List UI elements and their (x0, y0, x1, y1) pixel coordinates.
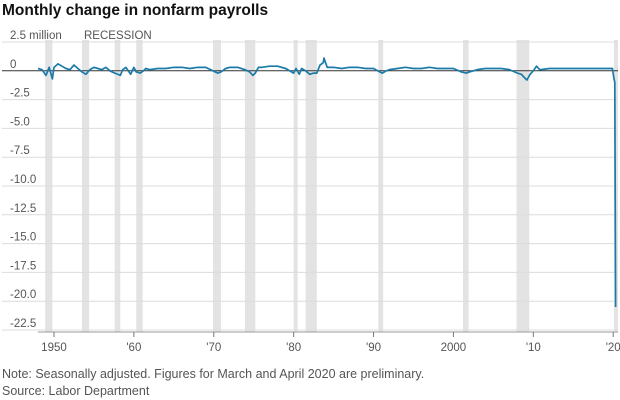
x-tick-label-2: '70 (206, 342, 221, 354)
chart-note: Note: Seasonally adjusted. Figures for M… (2, 367, 425, 381)
y-tick-label-2: -2.5 (10, 88, 30, 100)
payrolls-chart: 2.5 million 0 -2.5 -5.0 -7.5 -10.0 -12.5 -15.0 -… (2, 30, 620, 354)
y-tick-label-7: -15.0 (10, 232, 36, 244)
y-tick-label-10: -22.5 (10, 318, 36, 330)
y-tick-label-6: -12.5 (10, 203, 36, 215)
y-tick-label-8: -17.5 (10, 260, 36, 272)
x-tick-label-4: '90 (366, 342, 381, 354)
x-tick-label-3: '80 (286, 342, 301, 354)
y-axis-ticks: 2.5 million 0 -2.5 -5.0 -7.5 -10.0 -12.5 -15.0 -… (10, 30, 62, 330)
x-tick-label-5: 2000 (441, 342, 467, 354)
y-tick-label-4: -7.5 (10, 145, 30, 157)
y-tick-label-3: -5.0 (10, 116, 30, 128)
x-axis: 1950 '60 '70 '80 '90 2000 '10 '20 (38, 331, 620, 354)
x-tick-label-1: '60 (126, 342, 141, 354)
y-tick-label-0: 2.5 million (10, 30, 62, 42)
x-tick-label-7: '20 (606, 342, 620, 354)
x-tick-label-6: '10 (526, 342, 541, 354)
chart-source: Source: Labor Department (2, 384, 150, 398)
y-tick-label-5: -10.0 (10, 174, 36, 186)
series-line-payrolls (37, 57, 617, 307)
x-tick-label-0: 1950 (41, 342, 67, 354)
recession-label: RECESSION (84, 30, 152, 42)
y-tick-label-1: 0 (10, 59, 16, 71)
chart-title: Monthly change in nonfarm payrolls (2, 2, 269, 19)
gridlines (2, 41, 618, 331)
y-tick-label-9: -20.0 (10, 289, 36, 301)
